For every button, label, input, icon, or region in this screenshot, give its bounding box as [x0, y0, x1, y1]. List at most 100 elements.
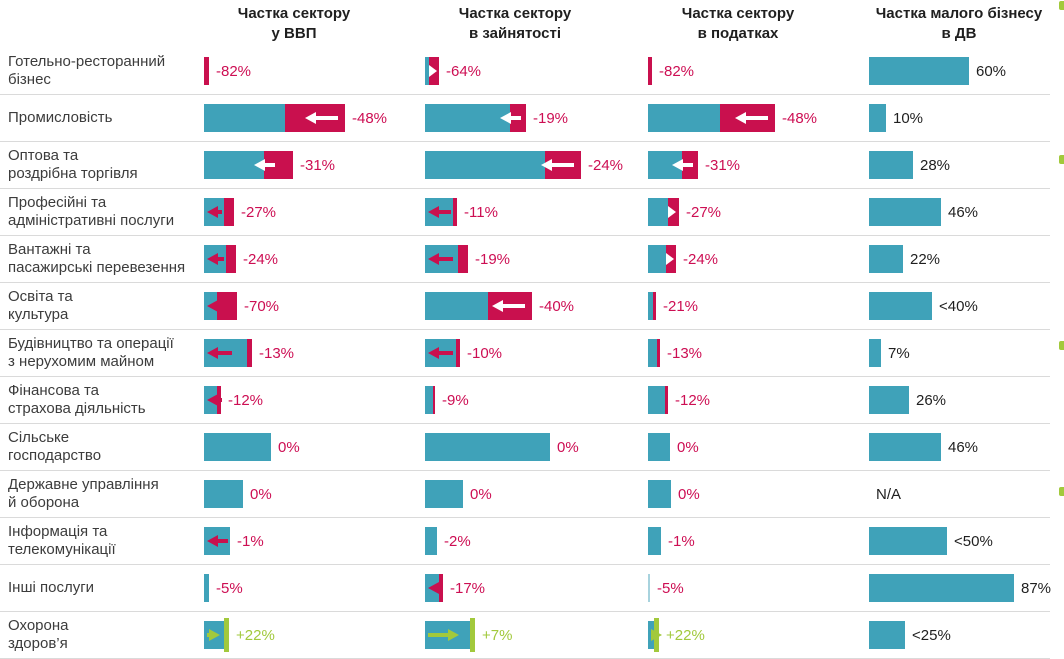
- arrow-tail: [218, 539, 228, 543]
- small-business-bar: 22%: [869, 245, 1050, 273]
- arrow-tail: [218, 351, 232, 355]
- bar-value-label: <40%: [939, 297, 978, 315]
- gdp-bar: -12%: [204, 386, 425, 414]
- sector-row: Державне управління й оборона 0% 0% 0% N/A: [0, 471, 1050, 518]
- gdp-bar: 0%: [204, 480, 425, 508]
- employment-bar: +7%: [425, 618, 648, 652]
- bar-value-label: -21%: [663, 297, 699, 315]
- chart-cell-small-business: 22%: [869, 245, 1050, 273]
- bar-value-label: 46%: [948, 438, 979, 456]
- sector-row: Професійні та адміністративні послуги -27…: [0, 189, 1050, 236]
- small-business-bar: <50%: [869, 527, 1050, 555]
- arrow-tail: [439, 586, 443, 590]
- sector-row: Вантажні та пасажирські перевезення -24% -…: [0, 236, 1050, 283]
- chart-cell-taxes: -13%: [648, 339, 869, 367]
- chart-cell-taxes: 0%: [648, 433, 869, 461]
- small-business-bar: 60%: [869, 57, 1050, 85]
- arrow-tail: [218, 210, 222, 214]
- bar-segment-share: [869, 433, 941, 461]
- red-left-arrow-icon: [428, 253, 453, 265]
- chart-cell-taxes: -5%: [648, 574, 869, 602]
- bar-value-label: -24%: [588, 156, 624, 174]
- white-left-arrow-icon: [672, 159, 693, 171]
- taxes-bar: -31%: [648, 151, 869, 179]
- arrow-tail: [316, 116, 338, 120]
- chart-cell-taxes: 0%: [648, 480, 869, 508]
- bar-segment-share: [869, 57, 969, 85]
- taxes-bar: -27%: [648, 198, 869, 226]
- gdp-bar: 0%: [204, 433, 425, 461]
- bar-segment-share: [869, 527, 947, 555]
- bar-value-label: 26%: [916, 391, 947, 409]
- bar-value-label: -10%: [467, 344, 503, 362]
- chart-cell-gdp: -1%: [204, 527, 425, 555]
- sector-row: Інформація та телекомунікації -1% -2% -1% <5…: [0, 518, 1050, 565]
- chart-cell-employment: -17%: [425, 574, 648, 602]
- bar-segment-decline: [217, 292, 237, 320]
- column-header-small-business: Частка малого бізнесу в ДВ: [875, 5, 1043, 43]
- chart-cell-gdp: 0%: [204, 433, 425, 461]
- bar-segment-share: [869, 104, 886, 132]
- arrowhead: [672, 159, 683, 171]
- notch-arrow-icon: [666, 253, 674, 265]
- white-left-arrow-icon: [500, 112, 521, 124]
- chart-cell-employment: -2%: [425, 527, 648, 555]
- bar-value-label: -13%: [667, 344, 703, 362]
- small-business-bar: 87%: [869, 574, 1051, 602]
- bar-value-label: -24%: [683, 250, 719, 268]
- bar-segment-decline: [458, 245, 468, 273]
- bar-value-label: 7%: [888, 344, 910, 362]
- bar-value-label: -24%: [243, 250, 279, 268]
- red-left-arrow-icon: [207, 253, 224, 265]
- chart-cell-employment: +7%: [425, 618, 648, 652]
- gdp-bar: -70%: [204, 292, 425, 320]
- sector-label: Професійні та адміністративні послуги: [8, 193, 175, 229]
- bar-value-label: 0%: [677, 438, 699, 456]
- bar-value-label: 46%: [948, 203, 979, 221]
- chart-cell-small-business: <40%: [869, 292, 1050, 320]
- chart-cell-gdp: -31%: [204, 151, 425, 179]
- arrow-tail: [207, 633, 209, 637]
- arrowhead: [207, 300, 218, 312]
- taxes-bar: -1%: [648, 527, 869, 555]
- employment-bar: -17%: [425, 574, 648, 602]
- arrow-tail: [511, 116, 521, 120]
- white-left-arrow-icon: [305, 112, 338, 124]
- bar-segment-decline: [453, 198, 457, 226]
- bar-value-label: -48%: [352, 109, 388, 127]
- bar-value-label: 0%: [557, 438, 579, 456]
- arrow-tail: [746, 116, 768, 120]
- bar-value-label: -12%: [228, 391, 264, 409]
- bar-segment-share: [425, 57, 429, 85]
- chart-rows: Готельно-ресторанний бізнес -82% -64% -82% 6…: [0, 48, 1051, 659]
- employment-bar: -2%: [425, 527, 648, 555]
- small-business-bar: 26%: [869, 386, 1050, 414]
- bar-value-label: <50%: [954, 532, 993, 550]
- bullet-dot: [1059, 487, 1064, 496]
- sector-row: Готельно-ресторанний бізнес -82% -64% -82% 6…: [0, 48, 1050, 95]
- gdp-bar: -48%: [204, 104, 425, 132]
- bar-segment-share: [204, 574, 209, 602]
- bar-segment-decline: [648, 57, 652, 85]
- sector-label: Освіта та культура: [8, 287, 73, 323]
- arrowhead: [500, 112, 511, 124]
- white-left-arrow-icon: [254, 159, 275, 171]
- bar-value-label: -13%: [259, 344, 295, 362]
- small-business-bar: 28%: [869, 151, 1050, 179]
- chart-cell-small-business: 10%: [869, 104, 1050, 132]
- red-left-arrow-icon: [207, 347, 232, 359]
- small-business-bar: <40%: [869, 292, 1050, 320]
- taxes-bar: -5%: [648, 574, 869, 602]
- chart-cell-gdp: -12%: [204, 386, 425, 414]
- bar-segment-share: [425, 480, 463, 508]
- chart-cell-gdp: -27%: [204, 198, 425, 226]
- green-right-arrow-icon: [651, 629, 662, 641]
- arrow-tail: [552, 163, 574, 167]
- small-business-bar: 7%: [869, 339, 1050, 367]
- bar-segment-share: [425, 433, 550, 461]
- green-right-arrow-icon: [207, 629, 220, 641]
- bar-value-label: -12%: [675, 391, 711, 409]
- arrowhead: [207, 394, 218, 406]
- employment-bar: 0%: [425, 480, 648, 508]
- chart-cell-taxes: -1%: [648, 527, 869, 555]
